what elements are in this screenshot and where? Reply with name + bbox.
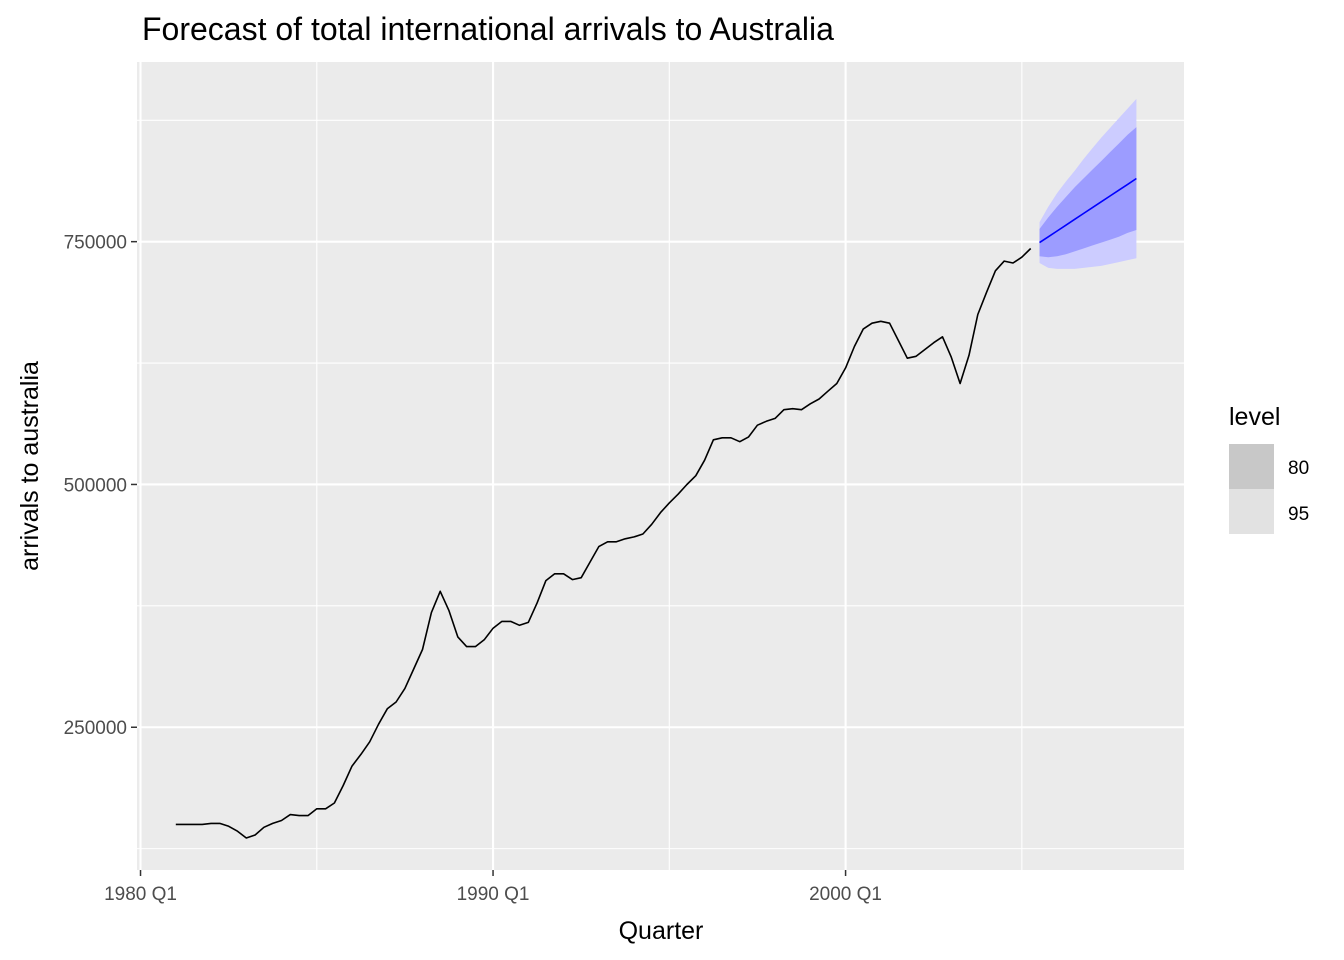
- legend: level 80 95: [1229, 403, 1309, 534]
- axis-ticks: 250000 500000 750000 1980 Q1 1990 Q1 2000 Q1: [64, 233, 882, 905]
- y-axis-title: arrivals to australia: [16, 361, 44, 571]
- series-lines: [175, 177, 1137, 839]
- x-tick-label: 1980 Q1: [104, 884, 177, 905]
- legend-title: level: [1229, 403, 1280, 431]
- x-tick-label: 2000 Q1: [809, 884, 882, 905]
- interval-80-band: [1039, 127, 1137, 258]
- legend-label-95: 95: [1288, 504, 1309, 525]
- history-line: [175, 247, 1032, 839]
- y-tick-label: 750000: [64, 233, 127, 254]
- legend-label-80: 80: [1288, 458, 1309, 479]
- minor-gridlines: [137, 62, 1184, 870]
- x-axis-title: Quarter: [619, 917, 704, 945]
- major-gridlines: [137, 62, 1184, 870]
- forecast-mean-line: [1039, 177, 1137, 244]
- y-tick-label: 500000: [64, 475, 127, 496]
- legend-key-80: [1229, 444, 1274, 489]
- plot-panel: [137, 62, 1184, 870]
- y-tick-label: 250000: [64, 718, 127, 739]
- x-tick-label: 1990 Q1: [457, 884, 530, 905]
- legend-key-95: [1229, 489, 1274, 534]
- chart-title: Forecast of total international arrivals…: [142, 11, 834, 47]
